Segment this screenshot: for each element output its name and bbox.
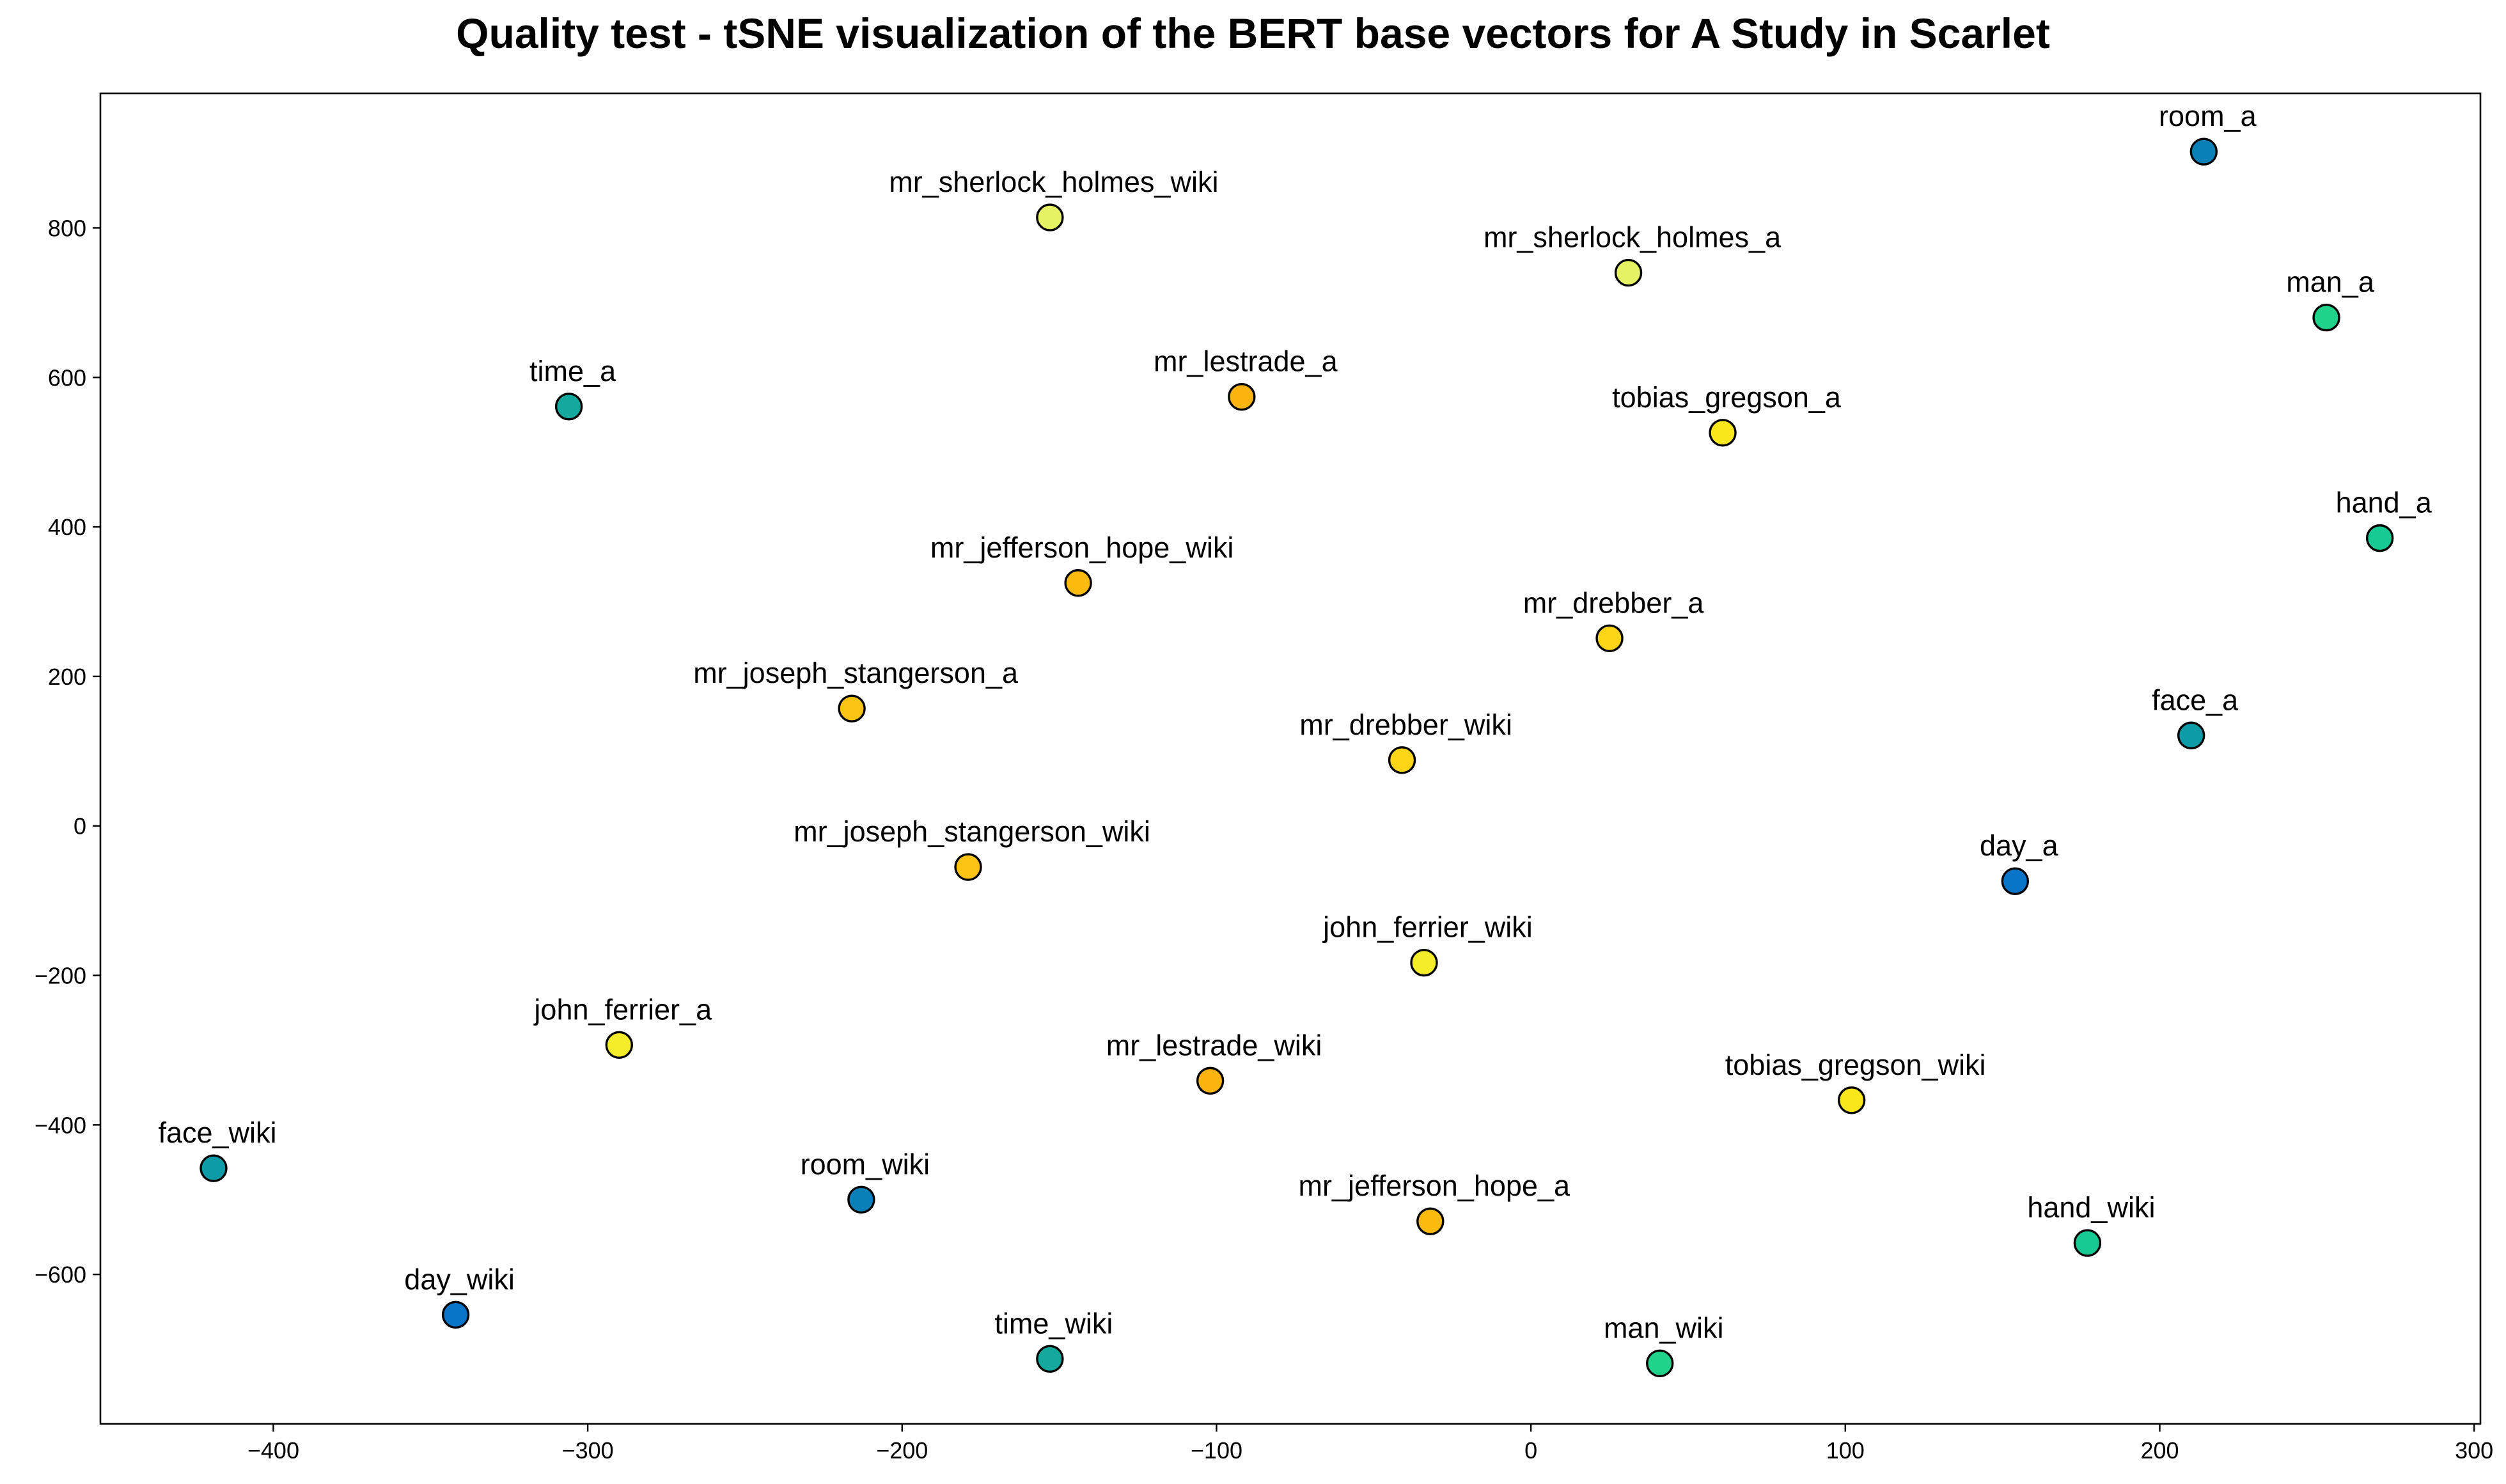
data-point-label: tobias_gregson_wiki: [1725, 1049, 1986, 1081]
plot-area-frame: [99, 92, 2482, 1425]
y-tick-label: −600: [35, 1261, 86, 1288]
data-point: [441, 1300, 470, 1329]
data-point-label: time_a: [529, 355, 616, 387]
data-point-label: mr_sherlock_holmes_a: [1484, 221, 1782, 254]
data-point: [2312, 304, 2340, 332]
data-point: [200, 1154, 228, 1182]
data-point: [1709, 419, 1737, 447]
data-point: [1036, 203, 1064, 231]
data-point-label: hand_wiki: [2027, 1191, 2155, 1224]
data-point: [1595, 624, 1624, 652]
x-tick-label: 0: [1524, 1437, 1537, 1464]
data-point: [1388, 746, 1416, 774]
data-point: [1064, 569, 1092, 597]
data-point-label: mr_drebber_a: [1523, 586, 1705, 619]
chart-title: Quality test - tSNE visualization of the…: [456, 10, 2050, 57]
data-point: [2189, 137, 2218, 166]
data-point-label: day_a: [1980, 829, 2059, 862]
data-point: [1410, 948, 1438, 977]
data-point-label: mr_lestrade_wiki: [1106, 1029, 1322, 1061]
x-tick-label: 100: [1826, 1437, 1865, 1464]
data-point-label: tobias_gregson_a: [1612, 381, 1842, 414]
y-tick-label: −400: [35, 1112, 86, 1138]
data-point: [2001, 867, 2030, 895]
x-axis: −400 −300 −200 −100 0 100 200 300: [247, 1424, 2493, 1464]
data-point: [2365, 524, 2394, 552]
point-labels: room_a mr_sherlock_holmes_wiki mr_sherlock…: [158, 100, 2432, 1344]
data-point-label: face_wiki: [158, 1116, 276, 1149]
data-point: [1036, 1345, 1064, 1373]
data-point-label: mr_jefferson_hope_a: [1299, 1169, 1570, 1202]
data-point-label: time_wiki: [994, 1307, 1113, 1340]
data-point-label: mr_lestrade_a: [1154, 345, 1338, 378]
data-point-label: mr_joseph_stangerson_a: [693, 657, 1019, 689]
x-tick-label: −200: [876, 1437, 928, 1464]
data-point: [1646, 1349, 1674, 1378]
y-axis: −600 −400 −200 0 200 400 600 800: [35, 215, 100, 1288]
data-point-label: face_a: [2152, 683, 2239, 716]
data-point: [1228, 382, 1256, 411]
data-point-label: mr_sherlock_holmes_wiki: [889, 166, 1218, 198]
data-point: [1196, 1066, 1225, 1095]
y-tick-label: 600: [48, 364, 86, 391]
data-point-label: hand_a: [2336, 487, 2432, 519]
x-tick-label: −300: [562, 1437, 614, 1464]
y-tick-label: 200: [48, 664, 86, 690]
y-tick-label: −200: [35, 963, 86, 989]
data-point: [2177, 721, 2205, 749]
data-point: [1416, 1207, 1445, 1235]
data-point-label: man_wiki: [1604, 1311, 1724, 1344]
data-point-label: room_a: [2159, 100, 2257, 132]
data-point: [838, 694, 866, 722]
x-tick-label: −400: [247, 1437, 299, 1464]
data-point: [554, 393, 583, 421]
data-point: [847, 1185, 875, 1214]
y-tick-label: 800: [48, 215, 86, 241]
data-point-label: mr_drebber_wiki: [1299, 708, 1512, 741]
data-point-label: mr_jefferson_hope_wiki: [930, 531, 1233, 564]
data-point-label: john_ferrier_a: [533, 993, 712, 1026]
data-point: [605, 1031, 633, 1059]
data-point-label: john_ferrier_wiki: [1322, 911, 1533, 944]
data-points: [200, 137, 2394, 1378]
data-point-label: mr_joseph_stangerson_wiki: [794, 815, 1150, 848]
y-tick-label: 0: [74, 813, 86, 840]
data-point-label: man_a: [2286, 266, 2375, 299]
data-point: [1614, 258, 1643, 287]
data-point-label: day_wiki: [404, 1263, 515, 1295]
x-tick-label: 300: [2455, 1437, 2493, 1464]
data-point: [954, 853, 982, 881]
x-tick-label: 200: [2140, 1437, 2179, 1464]
data-point-label: room_wiki: [801, 1148, 930, 1180]
data-point: [2073, 1229, 2102, 1257]
y-tick-label: 400: [48, 514, 86, 540]
data-point: [1837, 1086, 1866, 1114]
x-tick-label: −100: [1191, 1437, 1242, 1464]
